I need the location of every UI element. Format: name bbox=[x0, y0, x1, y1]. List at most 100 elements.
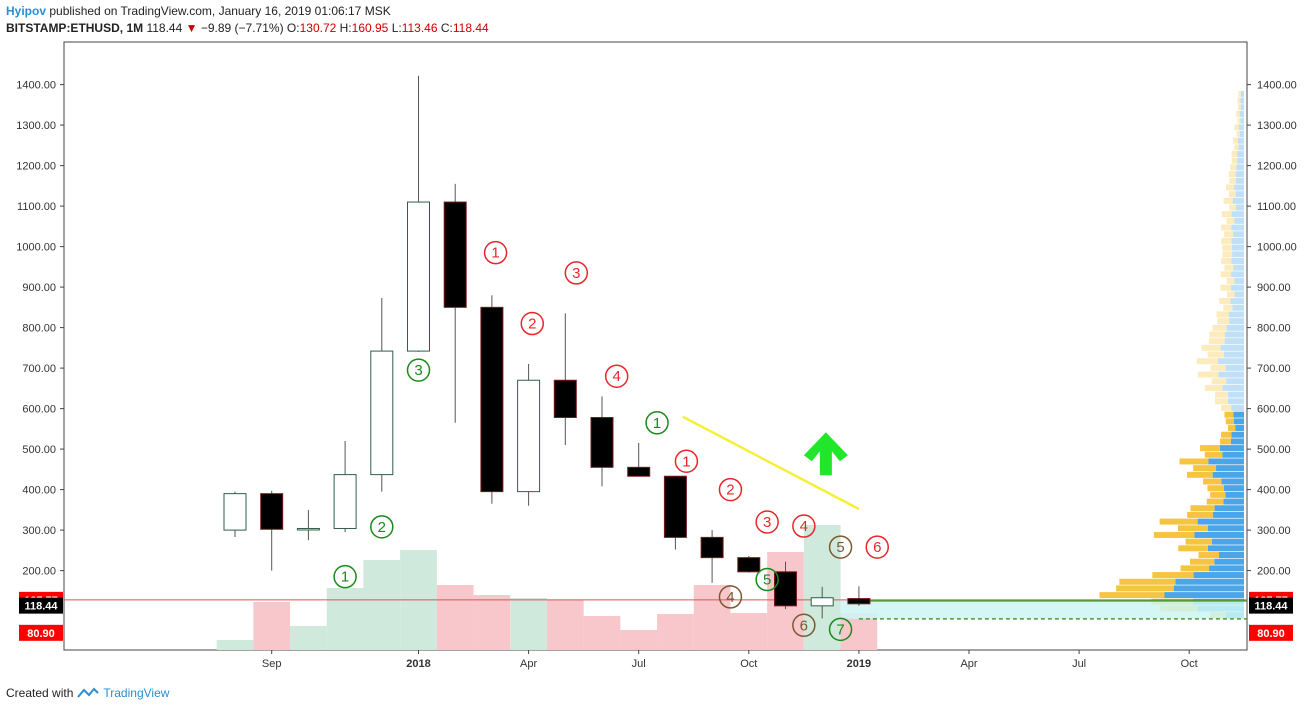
tradingview-brand[interactable]: TradingView bbox=[103, 686, 170, 700]
volume-profile-bar bbox=[1226, 278, 1235, 285]
price-zone bbox=[840, 599, 1244, 619]
volume-profile-bar bbox=[1227, 425, 1236, 432]
wave-label-number: 3 bbox=[572, 265, 580, 282]
wave-label: 4 bbox=[792, 514, 816, 538]
volume-profile-bar bbox=[1207, 351, 1225, 358]
candle bbox=[296, 509, 320, 541]
volume-profile-bar bbox=[1231, 151, 1238, 158]
symbol-line: BITSTAMP:ETHUSD, 1M 118.44 ▼ −9.89 (−7.7… bbox=[6, 20, 489, 37]
wave-label-number: 2 bbox=[378, 519, 386, 536]
wave-label-number: 1 bbox=[682, 453, 690, 470]
volume-profile-bar bbox=[1228, 391, 1244, 398]
candle-body bbox=[223, 493, 247, 531]
volume-profile-bar bbox=[1232, 197, 1244, 204]
volume-profile-bar bbox=[1233, 137, 1238, 144]
wave-label: 3 bbox=[755, 510, 779, 534]
volume-profile-bar bbox=[1236, 110, 1240, 117]
volume-profile-bar bbox=[1179, 458, 1209, 465]
candle-body bbox=[553, 379, 577, 419]
up-arrow-icon bbox=[803, 432, 848, 476]
candle-body bbox=[407, 201, 430, 352]
volume-profile-bar bbox=[1228, 191, 1236, 198]
author-name[interactable]: Hyipov bbox=[6, 4, 47, 18]
volume-profile-bar bbox=[1224, 338, 1244, 345]
y-tick-label-left: 200.00 bbox=[22, 566, 56, 578]
wave-label-number: 4 bbox=[800, 518, 808, 535]
volume-profile-bar bbox=[1225, 418, 1234, 425]
volume-profile-bar bbox=[1237, 97, 1241, 104]
volume-profile-bar bbox=[1234, 278, 1244, 285]
volume-bar bbox=[730, 613, 768, 650]
y-tick-label-right: 500.00 bbox=[1257, 444, 1291, 456]
volume-profile-bar bbox=[1208, 338, 1225, 345]
candle bbox=[590, 396, 614, 487]
volume-bar bbox=[473, 595, 511, 650]
plot-frame bbox=[63, 41, 1248, 651]
wave-label: 3 bbox=[564, 261, 589, 285]
high-label: H: bbox=[339, 21, 352, 35]
volume-profile-bar bbox=[1224, 351, 1244, 358]
candle-body bbox=[847, 598, 871, 605]
volume-profile-bar bbox=[1224, 411, 1234, 418]
volume-profile-bar bbox=[1220, 438, 1231, 445]
low-value: 113.46 bbox=[401, 21, 438, 35]
volume-profile-bar bbox=[1235, 177, 1244, 184]
candle-body bbox=[260, 493, 284, 530]
volume-profile-bar bbox=[1178, 545, 1208, 552]
y-tick-label-right: 400.00 bbox=[1257, 485, 1291, 497]
wave-label: 3 bbox=[406, 358, 431, 382]
volume-bar bbox=[510, 598, 547, 650]
trend-line bbox=[682, 415, 860, 511]
volume-profile-bar bbox=[1189, 558, 1215, 565]
candle-body bbox=[663, 475, 687, 538]
x-tick-label: 2019 bbox=[847, 658, 871, 670]
volume-profile-bar bbox=[1198, 552, 1220, 559]
volume-profile-bar bbox=[1207, 485, 1224, 492]
volume-bar bbox=[583, 616, 621, 650]
volume-profile-bar bbox=[1220, 271, 1232, 278]
wave-label: 4 bbox=[718, 585, 743, 609]
candle-body bbox=[517, 379, 541, 493]
volume-profile-bar bbox=[1233, 264, 1244, 271]
candle-body bbox=[810, 597, 834, 607]
y-tick-label-left: 700.00 bbox=[22, 363, 56, 375]
volume-profile-bar bbox=[1218, 371, 1244, 378]
volume-profile-bar bbox=[1173, 585, 1244, 592]
volume-profile-bar bbox=[1153, 531, 1195, 538]
volume-profile-bar bbox=[1239, 110, 1244, 117]
volume-profile-bar bbox=[1204, 384, 1223, 391]
volume-profile-bar bbox=[1207, 545, 1244, 552]
volume-profile-bar bbox=[1212, 511, 1244, 518]
price-badge-bg bbox=[1249, 624, 1293, 641]
candle bbox=[810, 586, 834, 619]
volume-profile-bar bbox=[1234, 217, 1244, 224]
candle-body bbox=[370, 350, 394, 476]
volume-profile-bar bbox=[1221, 404, 1232, 411]
volume-profile-bar bbox=[1235, 191, 1244, 198]
wave-label-circle bbox=[865, 535, 889, 559]
volume-profile-bar bbox=[1224, 264, 1234, 271]
wave-label-circle bbox=[755, 567, 779, 592]
volume-profile-bar bbox=[1212, 471, 1244, 478]
candle bbox=[407, 75, 430, 352]
y-tick-label-right: 1300.00 bbox=[1257, 120, 1297, 132]
volume-profile-bar bbox=[1226, 378, 1244, 385]
volume-profile-bar bbox=[1221, 257, 1232, 264]
open-label: O: bbox=[286, 21, 300, 35]
volume-profile-bar bbox=[1234, 291, 1244, 298]
volume-profile-bar bbox=[1196, 358, 1218, 365]
volume-profile-bar bbox=[1217, 318, 1230, 325]
wave-label-circle bbox=[645, 411, 669, 435]
volume-profile-bar bbox=[1231, 404, 1244, 411]
candle bbox=[627, 443, 651, 477]
volume-profile-bar bbox=[1238, 90, 1241, 97]
candle bbox=[737, 556, 761, 573]
volume-profile-bar bbox=[1237, 157, 1244, 164]
candle bbox=[553, 313, 577, 446]
volume-profile-bar bbox=[1231, 271, 1244, 278]
chart-header: Hyipov published on TradingView.com, Jan… bbox=[6, 3, 489, 37]
volume-profile-bar bbox=[1220, 224, 1232, 231]
down-arrow-icon: ▼ bbox=[185, 21, 198, 35]
wave-label-number: 1 bbox=[653, 415, 661, 432]
